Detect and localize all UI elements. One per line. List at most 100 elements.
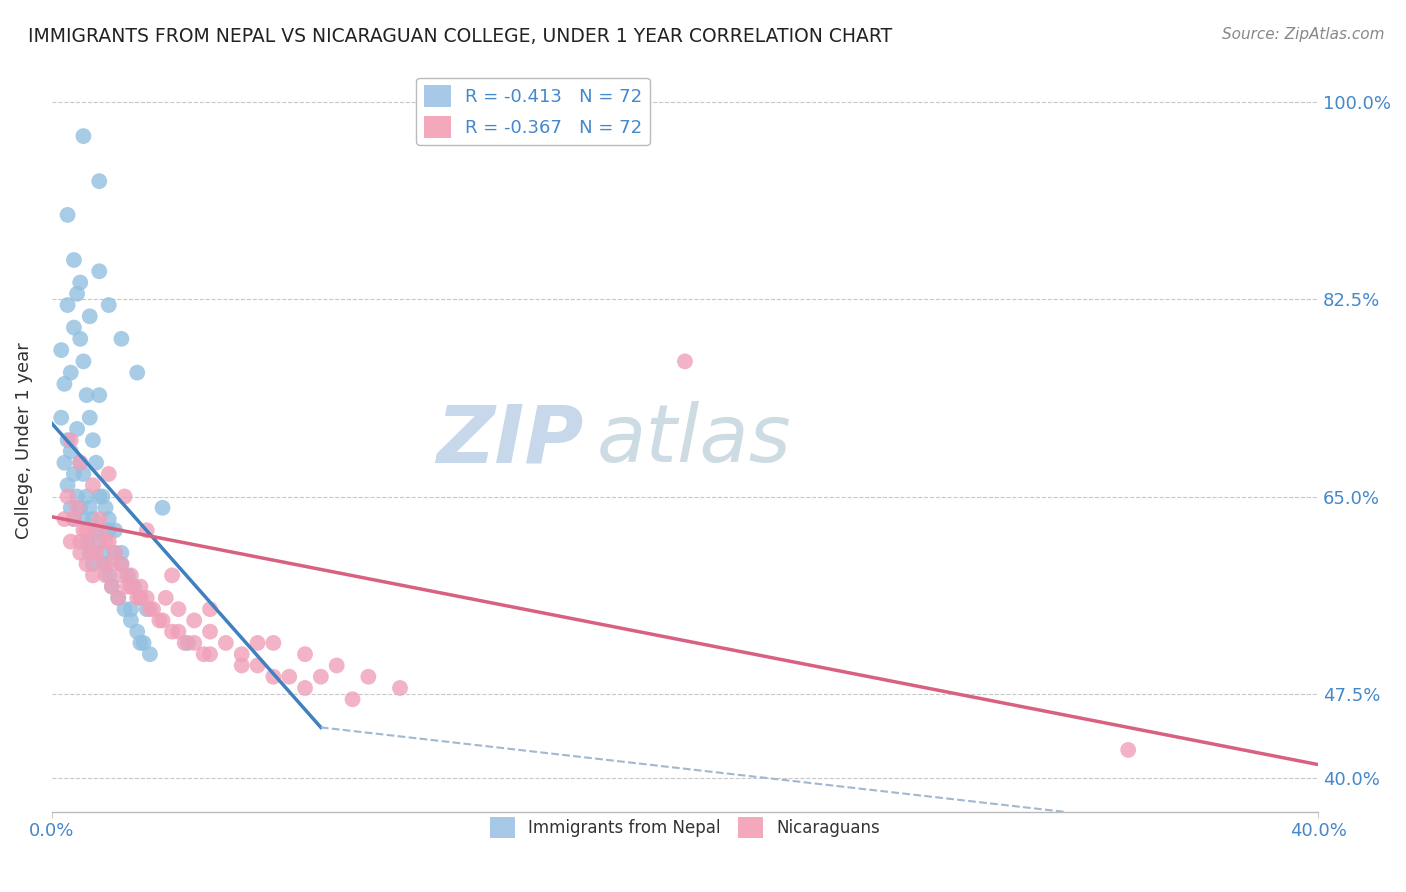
Point: [63, 512, 86, 526]
Point: [82, 433, 104, 447]
Point: [135, 591, 157, 605]
Point: [101, 580, 124, 594]
Point: [59, 433, 82, 447]
Point: [177, 636, 200, 650]
Point: [104, 524, 127, 538]
Point: [56, 490, 79, 504]
Point: [53, 376, 76, 391]
Point: [127, 366, 149, 380]
Point: [117, 580, 139, 594]
Point: [198, 602, 221, 616]
Point: [63, 467, 86, 481]
Point: [69, 456, 91, 470]
Point: [120, 568, 142, 582]
Point: [246, 658, 269, 673]
Point: [51, 343, 73, 357]
Point: [97, 568, 120, 582]
Point: [215, 636, 238, 650]
Point: [66, 490, 89, 504]
Point: [79, 500, 101, 515]
Point: [183, 614, 205, 628]
Point: [97, 298, 120, 312]
Text: ZIP: ZIP: [436, 401, 583, 479]
Point: [56, 433, 79, 447]
Point: [193, 647, 215, 661]
Point: [69, 456, 91, 470]
Point: [89, 524, 111, 538]
Point: [139, 647, 162, 661]
Point: [72, 129, 94, 144]
Point: [89, 174, 111, 188]
Point: [84, 546, 107, 560]
Point: [76, 557, 98, 571]
Point: [173, 636, 195, 650]
Point: [72, 512, 94, 526]
Point: [82, 557, 104, 571]
Point: [56, 208, 79, 222]
Point: [94, 568, 117, 582]
Point: [160, 624, 183, 639]
Y-axis label: College, Under 1 year: College, Under 1 year: [15, 342, 32, 539]
Point: [101, 557, 124, 571]
Point: [51, 410, 73, 425]
Point: [79, 310, 101, 324]
Point: [84, 456, 107, 470]
Point: [97, 467, 120, 481]
Point: [82, 512, 104, 526]
Point: [97, 512, 120, 526]
Point: [66, 422, 89, 436]
Point: [120, 602, 142, 616]
Point: [114, 490, 136, 504]
Point: [59, 444, 82, 458]
Point: [69, 546, 91, 560]
Point: [97, 534, 120, 549]
Point: [388, 681, 411, 695]
Point: [107, 591, 129, 605]
Point: [127, 591, 149, 605]
Point: [101, 580, 124, 594]
Point: [82, 546, 104, 560]
Point: [160, 568, 183, 582]
Point: [53, 456, 76, 470]
Point: [129, 636, 152, 650]
Point: [94, 557, 117, 571]
Point: [72, 524, 94, 538]
Point: [89, 388, 111, 402]
Point: [56, 298, 79, 312]
Point: [79, 534, 101, 549]
Point: [198, 647, 221, 661]
Point: [231, 658, 253, 673]
Point: [120, 614, 142, 628]
Point: [91, 490, 114, 504]
Point: [673, 354, 696, 368]
Point: [167, 602, 190, 616]
Point: [127, 624, 149, 639]
Point: [107, 591, 129, 605]
Point: [97, 524, 120, 538]
Point: [89, 512, 111, 526]
Point: [59, 366, 82, 380]
Point: [294, 681, 316, 695]
Point: [309, 670, 332, 684]
Point: [104, 546, 127, 560]
Point: [89, 534, 111, 549]
Point: [76, 534, 98, 549]
Point: [94, 500, 117, 515]
Point: [167, 624, 190, 639]
Text: IMMIGRANTS FROM NEPAL VS NICARAGUAN COLLEGE, UNDER 1 YEAR CORRELATION CHART: IMMIGRANTS FROM NEPAL VS NICARAGUAN COLL…: [28, 27, 893, 45]
Point: [110, 546, 132, 560]
Point: [357, 670, 380, 684]
Point: [120, 580, 142, 594]
Point: [139, 602, 162, 616]
Point: [122, 580, 145, 594]
Point: [66, 500, 89, 515]
Point: [110, 557, 132, 571]
Point: [294, 647, 316, 661]
Point: [262, 636, 284, 650]
Point: [142, 602, 165, 616]
Point: [155, 591, 177, 605]
Point: [129, 580, 152, 594]
Point: [129, 591, 152, 605]
Point: [89, 490, 111, 504]
Point: [76, 524, 98, 538]
